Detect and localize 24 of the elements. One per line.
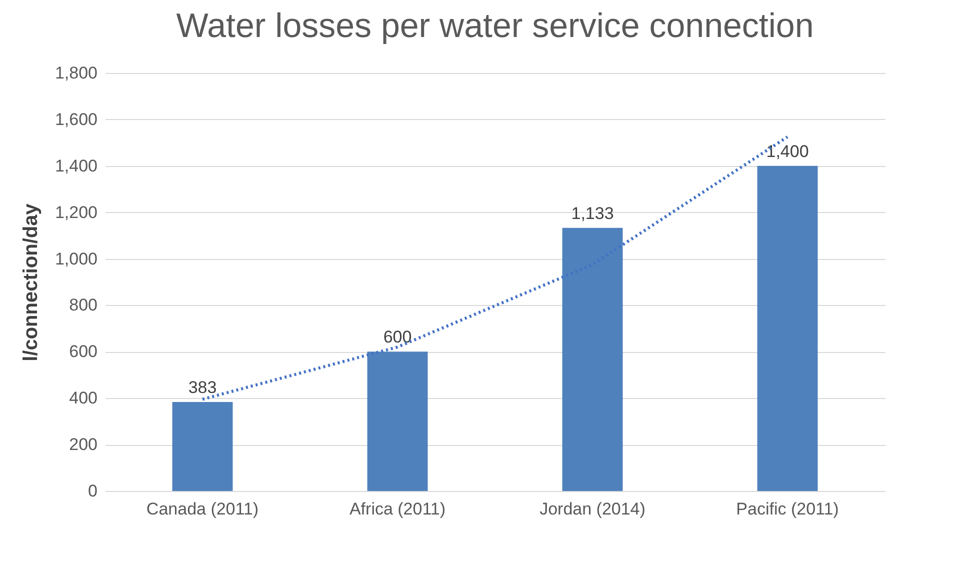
bar — [367, 352, 428, 491]
x-tick-label: Africa (2011) — [349, 500, 446, 518]
y-tick-label: 1,600 — [54, 110, 98, 129]
y-tick-label: 1,000 — [54, 249, 98, 268]
x-tick-label: Pacific (2011) — [736, 500, 839, 518]
y-tick-label: 200 — [69, 435, 98, 454]
y-tick-label: 800 — [69, 296, 98, 315]
y-tick-label: 1,200 — [54, 202, 98, 222]
data-label: 1,133 — [571, 204, 614, 223]
y-tick-label: 1,400 — [54, 156, 98, 176]
bar — [562, 228, 623, 491]
data-label: 600 — [383, 328, 412, 347]
data-label: 1,400 — [766, 142, 809, 161]
y-axis-title: l/connection/day — [20, 202, 42, 362]
y-tick-label: 1,800 — [54, 64, 98, 82]
chart-title: Water losses per water service connection — [176, 7, 814, 45]
bar — [757, 166, 818, 491]
y-tick-label: 600 — [69, 342, 98, 362]
y-tick-label: 0 — [88, 482, 98, 500]
x-tick-label: Jordan (2014) — [540, 500, 646, 518]
x-tick-label: Canada (2011) — [146, 500, 259, 518]
data-label: 383 — [188, 378, 217, 398]
y-tick-label: 400 — [69, 388, 98, 408]
bar — [172, 402, 233, 491]
